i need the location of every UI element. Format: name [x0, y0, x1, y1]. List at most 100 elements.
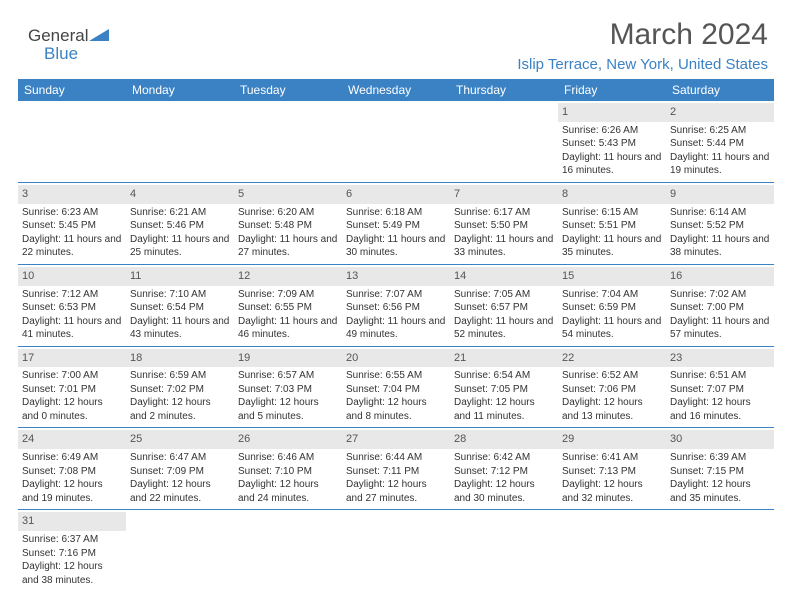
daylight-text: Daylight: 12 hours and 8 minutes. — [346, 396, 446, 423]
sunset-text: Sunset: 7:04 PM — [346, 383, 446, 397]
calendar-day-cell: 2 Sunrise: 6:25 AMSunset: 5:44 PMDaylight… — [666, 101, 774, 182]
sunset-text: Sunset: 5:51 PM — [562, 219, 662, 233]
day-number: 14 — [450, 267, 558, 286]
sunrise-text: Sunrise: 6:51 AM — [670, 369, 770, 383]
calendar-empty-cell — [126, 510, 234, 591]
daylight-text: Daylight: 12 hours and 35 minutes. — [670, 478, 770, 505]
daylight-text: Daylight: 11 hours and 54 minutes. — [562, 315, 662, 342]
daylight-text: Daylight: 11 hours and 16 minutes. — [562, 151, 662, 178]
daylight-text: Daylight: 11 hours and 41 minutes. — [22, 315, 122, 342]
calendar-day-cell: 6Sunrise: 6:18 AMSunset: 5:49 PMDaylight… — [342, 182, 450, 264]
location-line: Islip Terrace, New York, United States — [18, 56, 768, 73]
calendar-week-row: 17Sunrise: 7:00 AMSunset: 7:01 PMDayligh… — [18, 346, 774, 428]
calendar-day-cell: 3Sunrise: 6:23 AMSunset: 5:45 PMDaylight… — [18, 182, 126, 264]
sunrise-text: Sunrise: 7:09 AM — [238, 288, 338, 302]
day-number: 7 — [450, 185, 558, 204]
day-number: 11 — [126, 267, 234, 286]
sunset-text: Sunset: 5:50 PM — [454, 219, 554, 233]
day-number: 30 — [666, 430, 774, 449]
calendar-day-cell: 16Sunrise: 7:02 AMSunset: 7:00 PMDayligh… — [666, 264, 774, 346]
calendar-day-cell: 25Sunrise: 6:47 AMSunset: 7:09 PMDayligh… — [126, 428, 234, 510]
sunset-text: Sunset: 7:00 PM — [670, 301, 770, 315]
sunset-text: Sunset: 6:55 PM — [238, 301, 338, 315]
daylight-text: Daylight: 11 hours and 19 minutes. — [670, 151, 770, 178]
calendar-day-cell: 28Sunrise: 6:42 AMSunset: 7:12 PMDayligh… — [450, 428, 558, 510]
sunrise-text: Sunrise: 6:54 AM — [454, 369, 554, 383]
daylight-text: Daylight: 11 hours and 43 minutes. — [130, 315, 230, 342]
sunset-text: Sunset: 5:44 PM — [670, 137, 770, 151]
day-number: 2 — [666, 103, 774, 122]
daylight-text: Daylight: 12 hours and 32 minutes. — [562, 478, 662, 505]
calendar-header-cell: Friday — [558, 79, 666, 101]
sunset-text: Sunset: 7:13 PM — [562, 465, 662, 479]
sunrise-text: Sunrise: 6:59 AM — [130, 369, 230, 383]
sunrise-text: Sunrise: 7:05 AM — [454, 288, 554, 302]
day-number: 5 — [234, 185, 342, 204]
sunrise-text: Sunrise: 6:42 AM — [454, 451, 554, 465]
sunset-text: Sunset: 7:16 PM — [22, 547, 122, 561]
sunset-text: Sunset: 5:48 PM — [238, 219, 338, 233]
sunrise-text: Sunrise: 6:41 AM — [562, 451, 662, 465]
sunrise-text: Sunrise: 6:17 AM — [454, 206, 554, 220]
sunrise-text: Sunrise: 6:23 AM — [22, 206, 122, 220]
calendar-week-row: 10Sunrise: 7:12 AMSunset: 6:53 PMDayligh… — [18, 264, 774, 346]
day-number: 21 — [450, 349, 558, 368]
sunrise-text: Sunrise: 6:49 AM — [22, 451, 122, 465]
day-number: 12 — [234, 267, 342, 286]
calendar-day-cell: 23Sunrise: 6:51 AMSunset: 7:07 PMDayligh… — [666, 346, 774, 428]
calendar-day-cell: 13Sunrise: 7:07 AMSunset: 6:56 PMDayligh… — [342, 264, 450, 346]
calendar-empty-cell — [234, 510, 342, 591]
sunset-text: Sunset: 6:53 PM — [22, 301, 122, 315]
sunrise-text: Sunrise: 6:26 AM — [562, 124, 662, 138]
calendar-empty-cell — [126, 101, 234, 182]
day-number: 24 — [18, 430, 126, 449]
calendar-body: 1Sunrise: 6:26 AMSunset: 5:43 PMDaylight… — [18, 101, 774, 591]
calendar-header-row: SundayMondayTuesdayWednesdayThursdayFrid… — [18, 79, 774, 101]
calendar-day-cell: 7 Sunrise: 6:17 AMSunset: 5:50 PMDaylight… — [450, 182, 558, 264]
sunrise-text: Sunrise: 7:04 AM — [562, 288, 662, 302]
calendar-week-row: 3Sunrise: 6:23 AMSunset: 5:45 PMDaylight… — [18, 182, 774, 264]
calendar-header-cell: Tuesday — [234, 79, 342, 101]
sunset-text: Sunset: 7:11 PM — [346, 465, 446, 479]
daylight-text: Daylight: 12 hours and 16 minutes. — [670, 396, 770, 423]
daylight-text: Daylight: 11 hours and 25 minutes. — [130, 233, 230, 260]
day-number: 31 — [18, 512, 126, 531]
sunset-text: Sunset: 5:43 PM — [562, 137, 662, 151]
calendar-empty-cell — [234, 101, 342, 182]
calendar-empty-cell — [342, 510, 450, 591]
daylight-text: Daylight: 11 hours and 57 minutes. — [670, 315, 770, 342]
brand-part1: General — [28, 26, 88, 46]
day-number: 15 — [558, 267, 666, 286]
calendar-header-cell: Monday — [126, 79, 234, 101]
calendar-week-row: 1Sunrise: 6:26 AMSunset: 5:43 PMDaylight… — [18, 101, 774, 182]
daylight-text: Daylight: 12 hours and 19 minutes. — [22, 478, 122, 505]
calendar-day-cell: 24Sunrise: 6:49 AMSunset: 7:08 PMDayligh… — [18, 428, 126, 510]
sunset-text: Sunset: 7:05 PM — [454, 383, 554, 397]
day-number: 13 — [342, 267, 450, 286]
sunset-text: Sunset: 6:56 PM — [346, 301, 446, 315]
calendar-empty-cell — [342, 101, 450, 182]
sunrise-text: Sunrise: 6:25 AM — [670, 124, 770, 138]
calendar-day-cell: 11Sunrise: 7:10 AMSunset: 6:54 PMDayligh… — [126, 264, 234, 346]
day-number: 18 — [126, 349, 234, 368]
daylight-text: Daylight: 12 hours and 5 minutes. — [238, 396, 338, 423]
sunset-text: Sunset: 7:01 PM — [22, 383, 122, 397]
calendar-day-cell: 30Sunrise: 6:39 AMSunset: 7:15 PMDayligh… — [666, 428, 774, 510]
day-number: 3 — [18, 185, 126, 204]
daylight-text: Daylight: 11 hours and 52 minutes. — [454, 315, 554, 342]
sunrise-text: Sunrise: 7:07 AM — [346, 288, 446, 302]
day-number: 16 — [666, 267, 774, 286]
daylight-text: Daylight: 11 hours and 38 minutes. — [670, 233, 770, 260]
daylight-text: Daylight: 12 hours and 24 minutes. — [238, 478, 338, 505]
daylight-text: Daylight: 11 hours and 33 minutes. — [454, 233, 554, 260]
sunrise-text: Sunrise: 6:37 AM — [22, 533, 122, 547]
day-number: 17 — [18, 349, 126, 368]
calendar-day-cell: 4Sunrise: 6:21 AMSunset: 5:46 PMDaylight… — [126, 182, 234, 264]
daylight-text: Daylight: 12 hours and 2 minutes. — [130, 396, 230, 423]
calendar-day-cell: 18Sunrise: 6:59 AMSunset: 7:02 PMDayligh… — [126, 346, 234, 428]
calendar-day-cell: 15Sunrise: 7:04 AMSunset: 6:59 PMDayligh… — [558, 264, 666, 346]
calendar-empty-cell — [450, 101, 558, 182]
sunset-text: Sunset: 7:09 PM — [130, 465, 230, 479]
daylight-text: Daylight: 11 hours and 27 minutes. — [238, 233, 338, 260]
sunset-text: Sunset: 7:12 PM — [454, 465, 554, 479]
